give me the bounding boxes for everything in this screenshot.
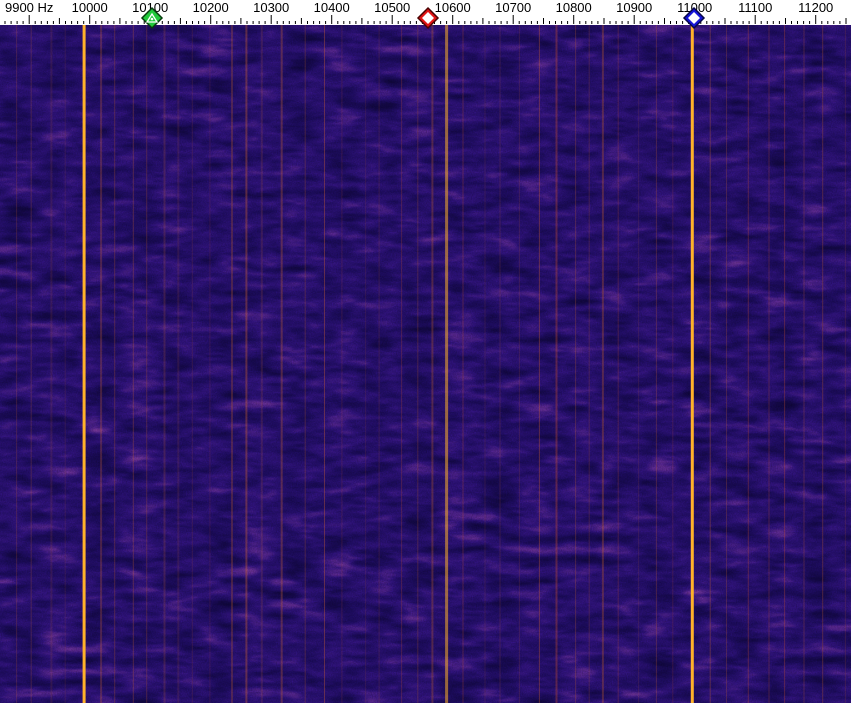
svg-text:10000: 10000 [72,0,108,15]
svg-text:11100: 11100 [738,0,772,15]
svg-text:10400: 10400 [314,0,350,15]
svg-text:10900: 10900 [616,0,652,15]
svg-text:11200: 11200 [798,0,833,15]
svg-text:10700: 10700 [495,0,531,15]
svg-text:10300: 10300 [253,0,289,15]
svg-text:9900 Hz: 9900 Hz [5,0,53,15]
svg-text:10500: 10500 [374,0,410,15]
svg-text:10600: 10600 [435,0,471,15]
svg-text:10200: 10200 [193,0,229,15]
svg-text:10800: 10800 [556,0,592,15]
